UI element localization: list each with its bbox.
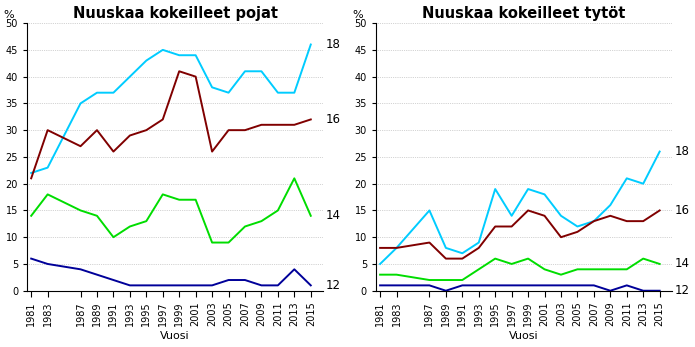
Text: 12: 12	[675, 284, 690, 297]
Text: 18: 18	[326, 38, 341, 51]
Text: 16: 16	[326, 113, 341, 126]
Text: 14: 14	[326, 209, 341, 222]
X-axis label: Vuosi: Vuosi	[509, 331, 539, 341]
Text: 14: 14	[675, 257, 690, 270]
Text: %: %	[352, 10, 363, 20]
Text: 16: 16	[675, 204, 690, 217]
Text: 12: 12	[326, 279, 341, 292]
Text: 18: 18	[675, 145, 690, 158]
Title: Nuuskaa kokeilleet pojat: Nuuskaa kokeilleet pojat	[72, 6, 277, 20]
Text: %: %	[3, 10, 14, 20]
X-axis label: Vuosi: Vuosi	[161, 331, 190, 341]
Title: Nuuskaa kokeilleet tytöt: Nuuskaa kokeilleet tytöt	[423, 6, 626, 20]
